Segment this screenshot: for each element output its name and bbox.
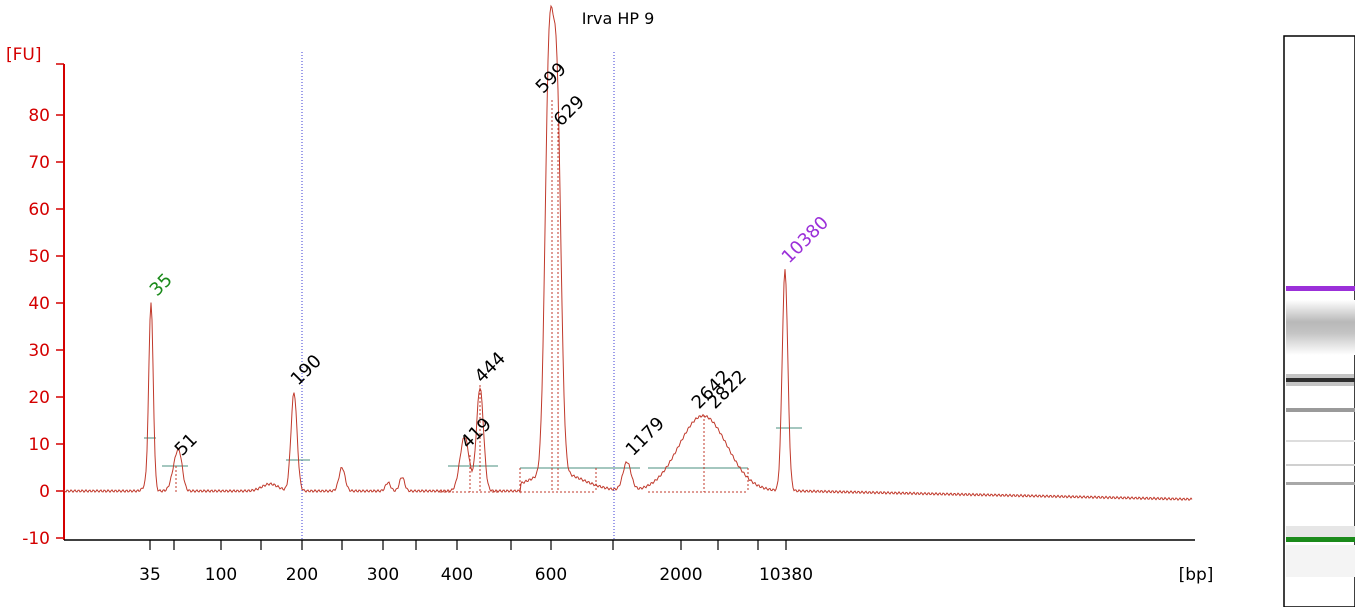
peak-label-599: 599 xyxy=(532,59,571,98)
gel-upper-marker xyxy=(1286,286,1355,291)
peak-label-10380: 10380 xyxy=(778,212,833,267)
y-tick-label: 70 xyxy=(28,153,50,173)
peak-label-444: 444 xyxy=(471,348,510,387)
y-tick-label: 60 xyxy=(28,200,50,220)
gel-band-strong xyxy=(1286,378,1355,382)
chart-title: Irva HP 9 xyxy=(582,9,655,28)
y-tick-label: 10 xyxy=(28,435,50,455)
gel-band-faint-1 xyxy=(1286,408,1355,412)
y-tick-label: -10 xyxy=(22,529,50,549)
y-tick-label: 30 xyxy=(28,341,50,361)
gel-band-faint-2 xyxy=(1286,440,1355,442)
gel-band-strong-halo xyxy=(1286,374,1355,386)
x-axis-ticks: 35 100 200 300 400 600 2000 10380 xyxy=(139,540,813,585)
y-tick-label: 20 xyxy=(28,388,50,408)
peak-label-1179: 1179 xyxy=(622,413,669,460)
peak-drop-lines xyxy=(175,100,749,493)
gel-smear-band xyxy=(1286,300,1355,355)
gel-band-faint-4 xyxy=(1286,482,1355,485)
peak-label-419: 419 xyxy=(457,414,496,453)
x-tick-label: 2000 xyxy=(659,565,702,585)
y-axis-label: [FU] xyxy=(6,45,42,65)
peak-label-35: 35 xyxy=(146,269,177,300)
gel-image xyxy=(1283,35,1355,607)
x-tick-label: 300 xyxy=(367,565,399,585)
y-tick-label: 0 xyxy=(39,482,50,502)
peak-label-629: 629 xyxy=(550,91,589,130)
x-tick-label: 35 xyxy=(139,565,161,585)
x-tick-label: 600 xyxy=(535,565,567,585)
y-tick-label: 50 xyxy=(28,247,50,267)
gel-band-faint-3 xyxy=(1286,464,1355,466)
fluorescence-trace xyxy=(63,4,1193,502)
y-tick-label: 80 xyxy=(28,106,50,126)
x-tick-label: 400 xyxy=(441,565,473,585)
gel-bottom-area xyxy=(1286,545,1355,577)
y-axis-ticks: -10 0 10 20 30 40 50 60 70 80 xyxy=(22,63,64,549)
x-tick-label: 200 xyxy=(286,565,318,585)
gel-band-lower-shadow xyxy=(1286,526,1355,538)
gel-lower-marker xyxy=(1286,537,1355,542)
x-axis-label: [bp] xyxy=(1179,565,1214,585)
peak-label-190: 190 xyxy=(287,351,326,390)
x-tick-label: 10380 xyxy=(759,565,813,585)
y-tick-label: 40 xyxy=(28,294,50,314)
x-tick-label: 100 xyxy=(205,565,237,585)
